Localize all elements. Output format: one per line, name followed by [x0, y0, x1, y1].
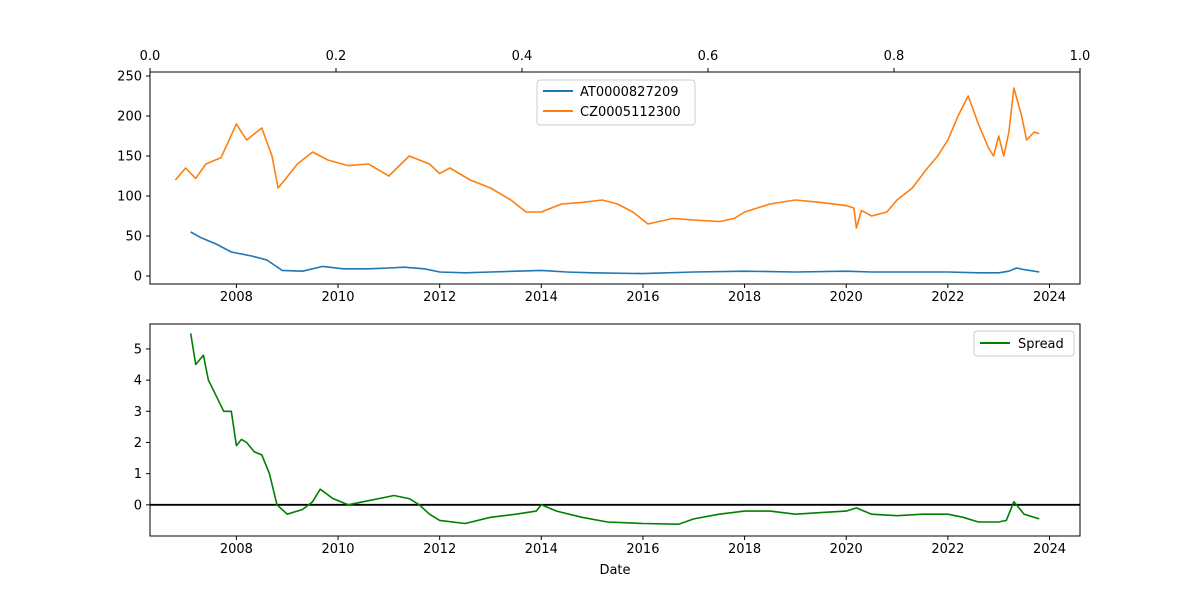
top-secondary-tick-label: 0.4: [512, 49, 533, 64]
top-x-tick-label: 2016: [626, 290, 659, 305]
top-y-tick-label: 200: [117, 110, 142, 125]
top-x-tick-label: 2018: [728, 290, 761, 305]
top-secondary-tick-label: 0.0: [140, 49, 161, 64]
top-y-tick-label: 100: [117, 190, 142, 205]
top-secondary-tick-label: 0.8: [884, 49, 905, 64]
legend-label-at0000827209: AT0000827209: [580, 85, 679, 100]
bottom-x-tick-label: 2022: [931, 542, 964, 557]
bottom-x-tick-label: 2024: [1033, 542, 1066, 557]
bottom-y-tick-label: 1: [134, 467, 142, 482]
bottom-x-tick-label: 2012: [423, 542, 456, 557]
top-secondary-tick-label: 0.2: [326, 49, 347, 64]
bottom-y-tick-label: 4: [134, 374, 142, 389]
top-x-tick-label: 2008: [220, 290, 253, 305]
bottom-y-tick-label: 3: [134, 405, 142, 420]
top-secondary-tick-label: 1.0: [1070, 49, 1091, 64]
bottom-x-tick-label: 2014: [525, 542, 558, 557]
bottom-x-tick-label: 2010: [321, 542, 354, 557]
top-x-tick-label: 2022: [931, 290, 964, 305]
top-x-tick-label: 2010: [321, 290, 354, 305]
top-price-chart: 2008 2010 2012 2014 2016 2018 2020 2022 2024 0 50…: [117, 49, 1090, 305]
bottom-x-tick-label: 2016: [626, 542, 659, 557]
top-y-tick-label: 0: [134, 270, 142, 285]
top-y-tick-label: 150: [117, 150, 142, 165]
legend-label-cz0005112300: CZ0005112300: [580, 105, 681, 120]
top-x-tick-label: 2020: [830, 290, 863, 305]
x-axis-label: Date: [599, 563, 630, 578]
bottom-legend: Spread: [974, 331, 1074, 356]
top-secondary-tick-label: 0.6: [698, 49, 719, 64]
top-legend: AT0000827209 CZ0005112300: [537, 80, 695, 125]
bottom-x-tick-label: 2020: [830, 542, 863, 557]
bottom-y-tick-label: 0: [134, 498, 142, 513]
top-y-tick-label: 250: [117, 70, 142, 85]
bottom-x-tick-label: 2018: [728, 542, 761, 557]
top-x-tick-label: 2012: [423, 290, 456, 305]
top-y-tick-label: 50: [125, 230, 142, 245]
legend-label-spread: Spread: [1018, 337, 1064, 352]
top-x-tick-label: 2024: [1033, 290, 1066, 305]
bottom-x-tick-label: 2008: [220, 542, 253, 557]
bottom-y-tick-label: 2: [134, 436, 142, 451]
bottom-y-tick-label: 5: [134, 342, 142, 357]
top-x-tick-label: 2014: [525, 290, 558, 305]
